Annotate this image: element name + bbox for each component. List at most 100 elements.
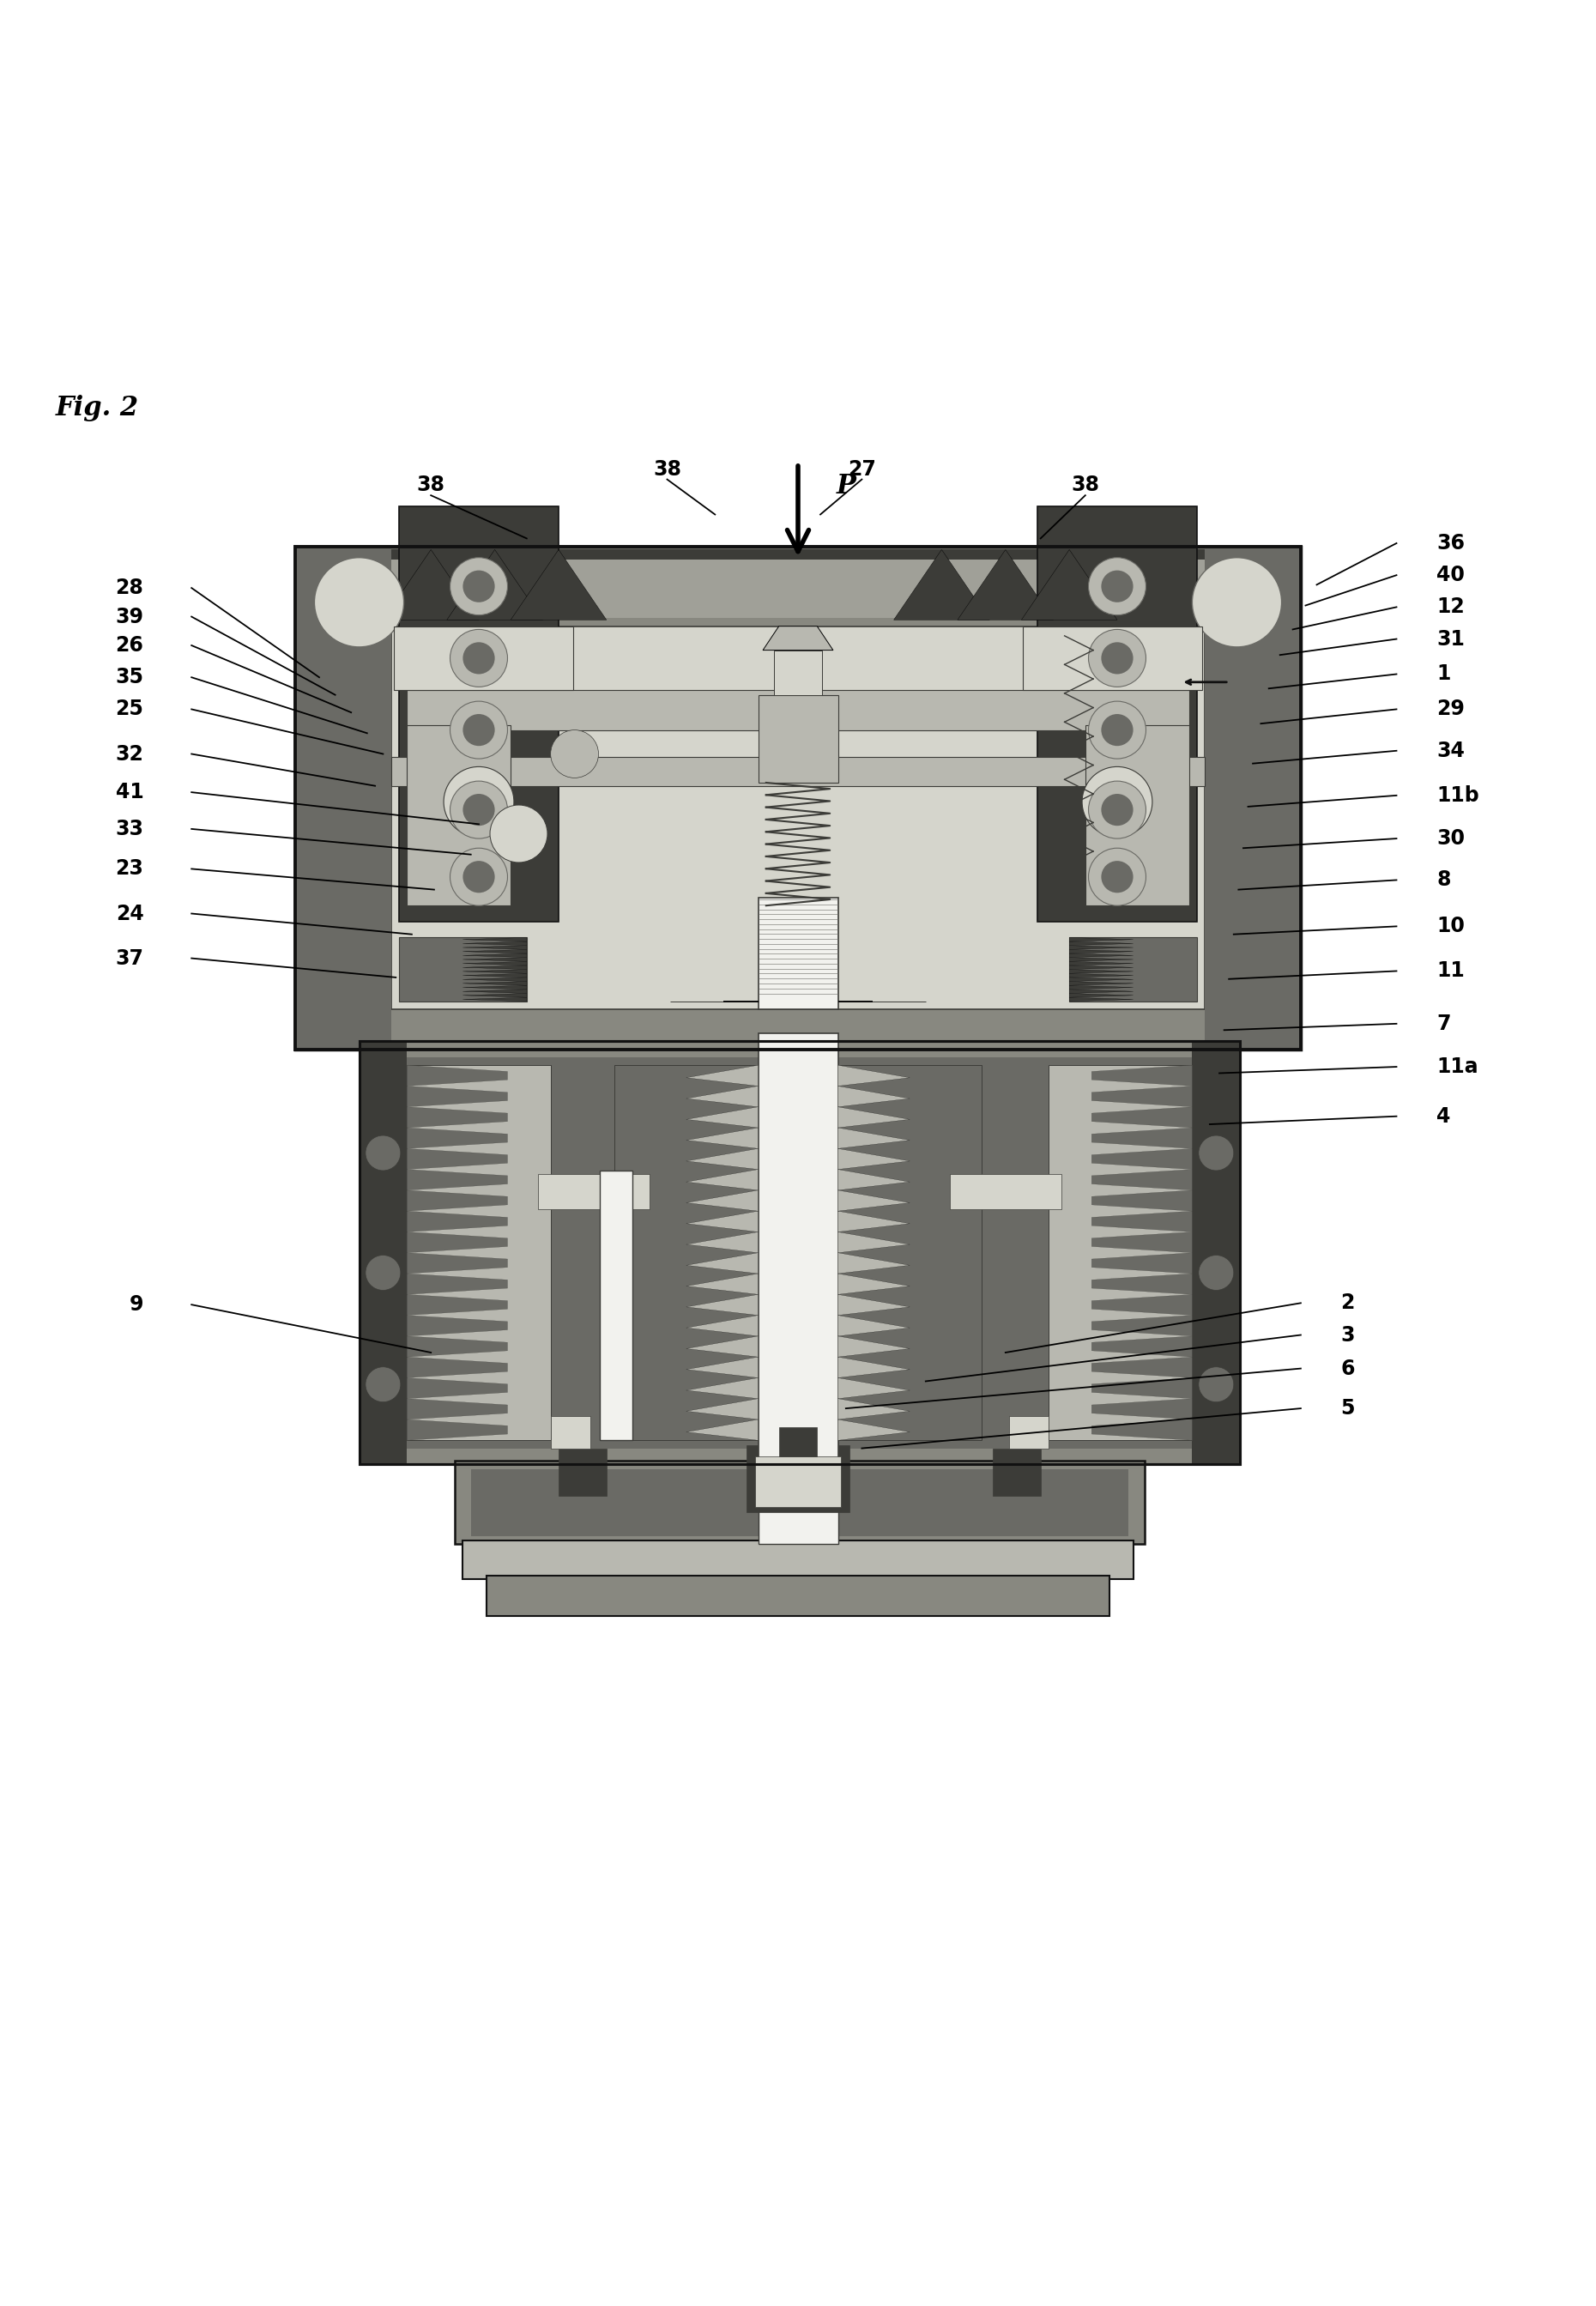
Bar xyxy=(359,1042,407,1464)
Polygon shape xyxy=(686,1252,758,1273)
Polygon shape xyxy=(1092,1107,1192,1128)
Circle shape xyxy=(463,793,495,826)
Polygon shape xyxy=(686,1169,758,1190)
Circle shape xyxy=(1199,1367,1234,1402)
Bar xyxy=(407,724,511,906)
Polygon shape xyxy=(838,1420,910,1441)
Polygon shape xyxy=(407,1211,508,1231)
Bar xyxy=(308,549,1288,558)
Text: P: P xyxy=(836,473,855,498)
Bar xyxy=(538,1174,650,1208)
Polygon shape xyxy=(407,1128,508,1148)
Polygon shape xyxy=(407,1400,508,1420)
Polygon shape xyxy=(463,989,527,994)
Polygon shape xyxy=(407,1294,508,1314)
Polygon shape xyxy=(686,1420,758,1441)
Circle shape xyxy=(1082,766,1152,837)
Polygon shape xyxy=(407,1314,508,1335)
Text: 34: 34 xyxy=(1436,740,1465,761)
Polygon shape xyxy=(1069,962,1133,966)
Text: 24: 24 xyxy=(115,904,144,925)
Polygon shape xyxy=(763,627,833,650)
Circle shape xyxy=(551,731,598,777)
Text: 11: 11 xyxy=(1436,962,1465,982)
Polygon shape xyxy=(1092,1377,1192,1400)
Text: 8: 8 xyxy=(1436,869,1451,890)
Polygon shape xyxy=(407,1086,508,1107)
Polygon shape xyxy=(686,1377,758,1400)
Polygon shape xyxy=(1092,1148,1192,1169)
Polygon shape xyxy=(838,1356,910,1377)
Polygon shape xyxy=(1069,989,1133,994)
Text: 38: 38 xyxy=(653,459,681,480)
Polygon shape xyxy=(463,945,527,950)
Text: 3: 3 xyxy=(1341,1324,1355,1344)
Polygon shape xyxy=(1092,1190,1192,1211)
Text: 2: 2 xyxy=(1341,1294,1355,1314)
Bar xyxy=(295,547,391,1049)
Bar xyxy=(559,1448,606,1497)
Polygon shape xyxy=(686,1190,758,1211)
Polygon shape xyxy=(1069,985,1133,989)
Polygon shape xyxy=(1092,1086,1192,1107)
Polygon shape xyxy=(1092,1169,1192,1190)
Polygon shape xyxy=(407,1231,508,1252)
Polygon shape xyxy=(463,973,527,978)
Polygon shape xyxy=(1069,945,1133,950)
Polygon shape xyxy=(1069,966,1133,969)
Bar xyxy=(1205,547,1301,1049)
Polygon shape xyxy=(463,966,527,969)
Circle shape xyxy=(463,570,495,602)
Polygon shape xyxy=(1092,1420,1192,1441)
Circle shape xyxy=(314,558,404,648)
Text: 12: 12 xyxy=(1436,597,1465,618)
Polygon shape xyxy=(463,985,527,989)
Polygon shape xyxy=(447,549,543,620)
Bar xyxy=(391,627,1205,1010)
Circle shape xyxy=(365,1135,401,1171)
Text: 32: 32 xyxy=(115,743,144,763)
Polygon shape xyxy=(838,1086,910,1107)
Polygon shape xyxy=(463,952,527,957)
Polygon shape xyxy=(407,1107,508,1128)
Polygon shape xyxy=(463,957,527,962)
Polygon shape xyxy=(1069,994,1133,998)
Polygon shape xyxy=(1069,952,1133,957)
Text: 38: 38 xyxy=(417,475,445,496)
Polygon shape xyxy=(686,1273,758,1294)
Bar xyxy=(758,694,838,782)
Polygon shape xyxy=(838,1169,910,1190)
Text: 39: 39 xyxy=(115,606,144,627)
Text: 37: 37 xyxy=(115,948,144,969)
Bar xyxy=(375,1056,1224,1448)
Bar xyxy=(391,756,1205,786)
Polygon shape xyxy=(686,1314,758,1335)
Circle shape xyxy=(463,715,495,745)
Polygon shape xyxy=(958,549,1053,620)
Circle shape xyxy=(1088,630,1146,687)
Text: 35: 35 xyxy=(115,666,144,687)
Polygon shape xyxy=(686,1400,758,1420)
Polygon shape xyxy=(1092,1294,1192,1314)
Polygon shape xyxy=(407,1065,508,1086)
Bar xyxy=(455,1462,1144,1545)
Polygon shape xyxy=(463,982,527,985)
Polygon shape xyxy=(1092,1335,1192,1356)
Bar xyxy=(399,507,559,922)
Polygon shape xyxy=(838,1065,910,1086)
Polygon shape xyxy=(1069,957,1133,962)
Circle shape xyxy=(1101,570,1133,602)
Text: 10: 10 xyxy=(1436,915,1465,936)
Text: 36: 36 xyxy=(1436,533,1465,553)
Polygon shape xyxy=(407,1420,508,1441)
Text: 31: 31 xyxy=(1436,630,1465,650)
Bar xyxy=(551,1416,591,1448)
Polygon shape xyxy=(686,1128,758,1148)
Polygon shape xyxy=(407,1377,508,1400)
Text: 29: 29 xyxy=(1436,699,1465,719)
Polygon shape xyxy=(838,1107,910,1128)
Polygon shape xyxy=(838,1148,910,1169)
Text: 11b: 11b xyxy=(1436,784,1479,805)
Polygon shape xyxy=(1069,939,1133,941)
Bar xyxy=(1049,1065,1192,1441)
